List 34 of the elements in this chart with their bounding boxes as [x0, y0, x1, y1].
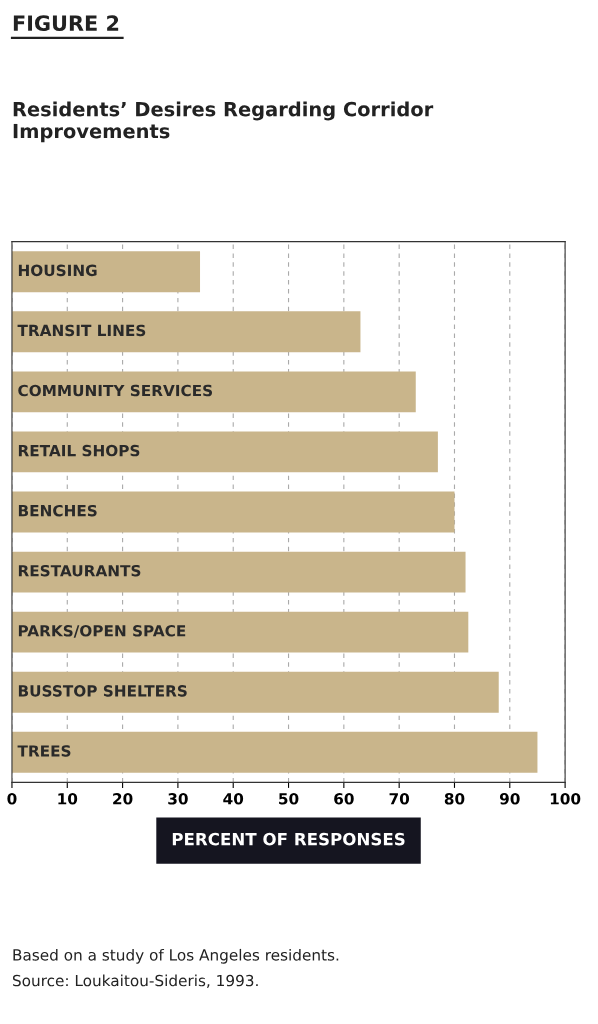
x-tick-label: 10 [58, 793, 78, 805]
x-tick-label: 90 [499, 793, 520, 805]
bar [11, 311, 361, 353]
x-tick-label: 50 [279, 793, 299, 805]
x-tick-label: 20 [113, 793, 133, 805]
chart-subtitle: Residents’ Desires Regarding Corridor Improvements [13, 101, 434, 143]
x-tick-label: 100 [550, 793, 581, 805]
y-tick-label: BENCHES [18, 504, 97, 517]
bar [11, 251, 201, 293]
bar [11, 551, 466, 593]
bar [11, 611, 469, 653]
source-note: Source: Loukaitou-Sideris, 1993. [12, 974, 258, 988]
x-tick-label: 0 [7, 793, 17, 805]
x-tick-label: 30 [168, 793, 188, 805]
bar [11, 371, 416, 413]
text: Based on a study of Los Angeles residents. [13, 948, 339, 964]
bar [11, 491, 455, 533]
bar [11, 431, 438, 473]
bar [11, 731, 538, 773]
x-tick-label: 40 [223, 793, 244, 805]
y-tick-label: PARKS/OPEN SPACE [18, 625, 186, 638]
y-tick-label: HOUSING [18, 264, 97, 277]
y-tick-label: COMMUNITY SERVICES [18, 384, 213, 397]
y-tick-label: BUSSTOP SHELTERS [18, 685, 187, 697]
y-tick-label: TREES [17, 745, 71, 757]
y-tick-label: TRANSIT LINES [17, 324, 146, 337]
x-axis-title: PERCENT OF RESPONSES [172, 832, 405, 846]
y-tick-label: RETAIL SHOPS [18, 444, 140, 457]
x-tick-label: 70 [389, 793, 410, 805]
x-tick-label: 80 [444, 793, 465, 805]
chart-title: FIGURE 2 [13, 15, 119, 32]
y-tick-label: RESTAURANTS [18, 564, 141, 577]
bar [11, 671, 499, 713]
x-tick-label: 60 [334, 793, 354, 805]
